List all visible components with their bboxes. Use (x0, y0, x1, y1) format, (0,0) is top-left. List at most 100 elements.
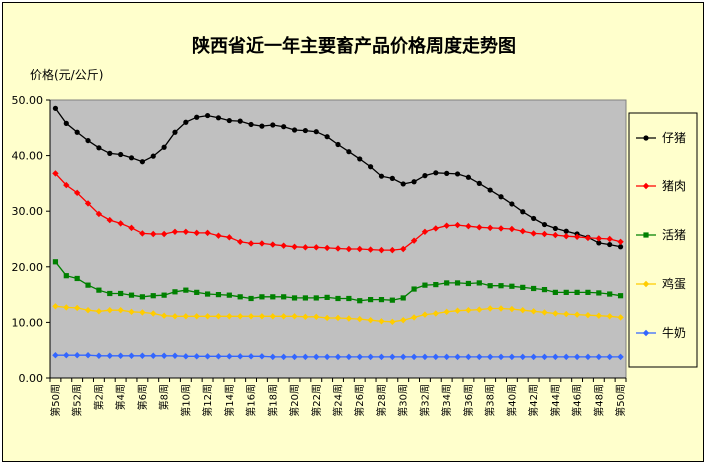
data-point (421, 353, 429, 361)
data-point (236, 238, 244, 245)
x-tick-label: 第40周 (505, 384, 518, 417)
data-point (237, 294, 243, 300)
data-point (410, 237, 418, 244)
data-point (313, 313, 320, 321)
data-point (389, 318, 396, 326)
data-point (160, 312, 168, 319)
data-point (248, 295, 254, 302)
data-point (313, 244, 320, 251)
legend-label: 鸡蛋 (662, 276, 686, 291)
y-tick-label: 30.00 (12, 205, 44, 218)
data-point (269, 353, 276, 361)
data-point (96, 145, 102, 151)
data-point (128, 308, 135, 316)
data-point (531, 215, 537, 222)
data-point (454, 353, 461, 361)
data-point (443, 353, 450, 361)
x-tick-label: 第2周 (92, 384, 105, 410)
data-point (193, 229, 200, 237)
data-point (106, 306, 113, 314)
data-point (444, 280, 450, 286)
data-point (171, 352, 179, 359)
data-point (563, 353, 570, 361)
data-point (171, 228, 179, 235)
data-point (498, 194, 504, 200)
x-tick-label: 第22周 (310, 384, 323, 417)
data-point (573, 353, 581, 361)
data-point (617, 238, 624, 245)
data-point (204, 353, 211, 360)
data-point (617, 353, 624, 361)
data-point (368, 164, 374, 170)
data-point (96, 287, 102, 293)
legend-label: 仔猪 (662, 131, 686, 145)
data-point (607, 291, 613, 297)
data-point (139, 309, 146, 316)
data-point (73, 352, 81, 359)
series-4 (52, 303, 624, 326)
data-point (595, 353, 603, 361)
data-point (410, 314, 418, 321)
x-tick-label: 第30周 (397, 384, 410, 417)
x-tick-label: 第24周 (332, 384, 345, 417)
data-point (171, 313, 179, 320)
data-point (150, 352, 157, 359)
data-point (334, 245, 342, 252)
data-point (520, 209, 526, 215)
data-point (63, 120, 69, 126)
data-point (313, 129, 319, 135)
data-point (194, 289, 200, 295)
data-point (410, 353, 418, 361)
series-3 (52, 259, 624, 304)
data-point (128, 292, 135, 298)
series-2 (52, 170, 624, 254)
data-point (454, 221, 461, 229)
plot-area (49, 99, 627, 379)
data-point (302, 295, 308, 301)
data-point (585, 289, 591, 295)
data-point (486, 224, 494, 232)
data-point (95, 352, 103, 359)
data-point (280, 313, 287, 320)
data-point (617, 314, 624, 321)
data-point (368, 297, 374, 303)
data-point (259, 294, 265, 300)
x-tick-label: 第6周 (136, 384, 149, 410)
data-point (356, 315, 363, 323)
data-point (313, 295, 319, 301)
data-point (476, 280, 482, 286)
data-point (194, 114, 200, 120)
x-tick-label: 第4周 (114, 384, 127, 410)
data-point (269, 313, 276, 320)
data-point (193, 313, 200, 320)
data-point (476, 353, 483, 361)
data-point (389, 297, 395, 303)
data-point (541, 286, 548, 293)
x-tick-label: 第26周 (353, 384, 366, 417)
data-point (313, 353, 320, 361)
data-point (433, 170, 439, 176)
data-point (530, 308, 537, 315)
data-point (107, 290, 113, 297)
data-point (63, 304, 70, 311)
data-point (519, 228, 526, 235)
data-point (400, 353, 407, 361)
data-point (302, 353, 309, 361)
data-point (161, 292, 167, 298)
data-point (204, 229, 211, 237)
x-tick-label: 第50周 (614, 384, 627, 417)
data-point (389, 175, 395, 181)
data-point (443, 308, 450, 316)
data-point (117, 352, 124, 359)
data-point (367, 353, 374, 361)
data-point (335, 141, 341, 148)
data-point (357, 298, 363, 304)
data-point (346, 149, 352, 155)
data-point (160, 352, 168, 359)
data-point (193, 353, 200, 360)
data-point (432, 310, 440, 317)
data-point (552, 231, 559, 239)
data-point (118, 290, 124, 297)
data-point (497, 353, 505, 361)
data-point (85, 137, 91, 144)
